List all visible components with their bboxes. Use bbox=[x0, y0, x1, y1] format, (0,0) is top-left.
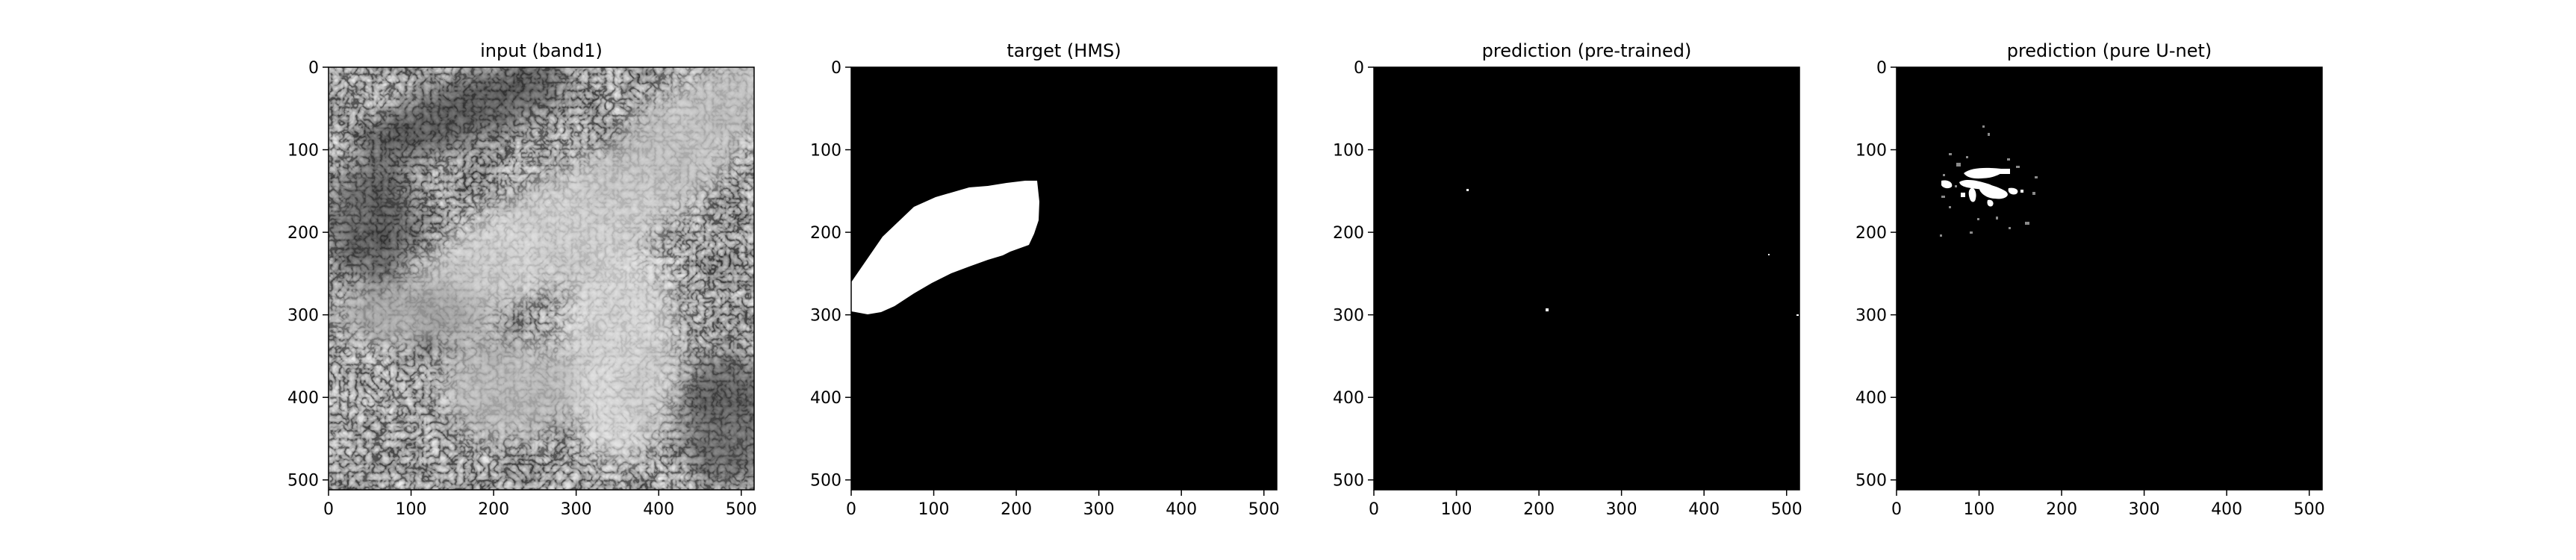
y-tick-label: 400 bbox=[1333, 389, 1364, 408]
y-tick-label: 0 bbox=[1354, 59, 1364, 78]
x-tick-label: 0 bbox=[846, 500, 856, 519]
x-tick-label: 500 bbox=[726, 500, 757, 519]
y-tick-label: 500 bbox=[1855, 472, 1887, 491]
x-tick-label: 100 bbox=[918, 500, 950, 519]
x-tick-label: 500 bbox=[1248, 500, 1280, 519]
y-tick-label: 300 bbox=[810, 307, 841, 326]
axes-frame bbox=[328, 66, 755, 491]
x-tick-label: 200 bbox=[478, 500, 509, 519]
y-axis: 0 100 200 300 400 500 bbox=[1333, 59, 1374, 491]
y-tick-label: 500 bbox=[1333, 472, 1364, 491]
mask-background bbox=[1897, 67, 2322, 490]
y-axis: 0 100 200 300 400 500 bbox=[810, 59, 851, 491]
y-tick-label: 200 bbox=[810, 224, 841, 243]
x-tick-label: 0 bbox=[1369, 500, 1379, 519]
x-tick-label: 100 bbox=[1964, 500, 1995, 519]
x-tick-label: 400 bbox=[1688, 500, 1720, 519]
y-tick-label: 400 bbox=[1855, 389, 1887, 408]
x-axis: 0 100 200 300 400 500 bbox=[846, 490, 1280, 519]
x-tick-label: 400 bbox=[643, 500, 674, 519]
x-tick-label: 0 bbox=[323, 500, 334, 519]
x-tick-label: 100 bbox=[1441, 500, 1472, 519]
y-tick-label: 500 bbox=[287, 472, 319, 491]
x-tick-label: 200 bbox=[1523, 500, 1555, 519]
x-tick-label: 300 bbox=[1083, 500, 1115, 519]
y-tick-label: 300 bbox=[1855, 307, 1887, 326]
x-tick-label: 500 bbox=[2294, 500, 2325, 519]
y-tick-label: 0 bbox=[1876, 59, 1887, 78]
y-tick-label: 400 bbox=[287, 389, 319, 408]
panel-title: target (HMS) bbox=[1007, 40, 1121, 61]
y-axis: 0 100 200 300 400 500 bbox=[287, 59, 329, 491]
panel-prediction-pretrained: prediction (pre-trained) 0 100 200 300 400 50… bbox=[1333, 40, 1802, 519]
panel-prediction-pure-unet: prediction (pure U-net) bbox=[1855, 40, 2325, 519]
axes-frame bbox=[850, 66, 1278, 491]
x-tick-label: 100 bbox=[396, 500, 427, 519]
x-tick-label: 200 bbox=[1001, 500, 1032, 519]
y-tick-label: 100 bbox=[287, 142, 319, 161]
x-axis: 0 100 200 300 400 500 bbox=[323, 490, 757, 519]
mask-background bbox=[1374, 67, 1799, 490]
y-tick-label: 100 bbox=[810, 142, 841, 161]
x-tick-label: 300 bbox=[2129, 500, 2160, 519]
y-tick-label: 200 bbox=[1333, 224, 1364, 243]
axes-frame bbox=[1896, 66, 2323, 491]
satellite-image bbox=[329, 67, 754, 490]
y-tick-label: 200 bbox=[1855, 224, 1887, 243]
prediction-specks bbox=[1466, 189, 1799, 316]
x-tick-label: 400 bbox=[2211, 500, 2242, 519]
y-tick-label: 500 bbox=[810, 472, 841, 491]
x-tick-label: 200 bbox=[2046, 500, 2077, 519]
x-tick-label: 300 bbox=[561, 500, 592, 519]
y-tick-label: 100 bbox=[1855, 142, 1887, 161]
y-tick-label: 0 bbox=[831, 59, 841, 78]
panel-title: input (band1) bbox=[480, 40, 603, 61]
x-tick-label: 300 bbox=[1606, 500, 1637, 519]
x-axis: 0 100 200 300 400 500 bbox=[1891, 490, 2325, 519]
smoke-polygon bbox=[851, 181, 1039, 314]
y-tick-label: 300 bbox=[287, 307, 319, 326]
y-tick-label: 400 bbox=[810, 389, 841, 408]
x-tick-label: 0 bbox=[1891, 500, 1902, 519]
prediction-blob-cluster bbox=[1940, 125, 2038, 237]
x-axis: 0 100 200 300 400 500 bbox=[1369, 490, 1802, 519]
axes-frame bbox=[1373, 66, 1800, 491]
panel-title: prediction (pure U-net) bbox=[2007, 40, 2212, 61]
y-tick-label: 0 bbox=[308, 59, 319, 78]
x-tick-label: 400 bbox=[1166, 500, 1197, 519]
x-tick-label: 500 bbox=[1771, 500, 1802, 519]
y-tick-label: 300 bbox=[1333, 307, 1364, 326]
panel-title: prediction (pre-trained) bbox=[1482, 40, 1692, 61]
y-tick-label: 200 bbox=[287, 224, 319, 243]
y-tick-label: 100 bbox=[1333, 142, 1364, 161]
panel-target-hms: target (HMS) 0 100 200 300 400 500 0 100 200 300… bbox=[810, 40, 1280, 519]
y-axis: 0 100 200 300 400 500 bbox=[1855, 59, 1897, 491]
